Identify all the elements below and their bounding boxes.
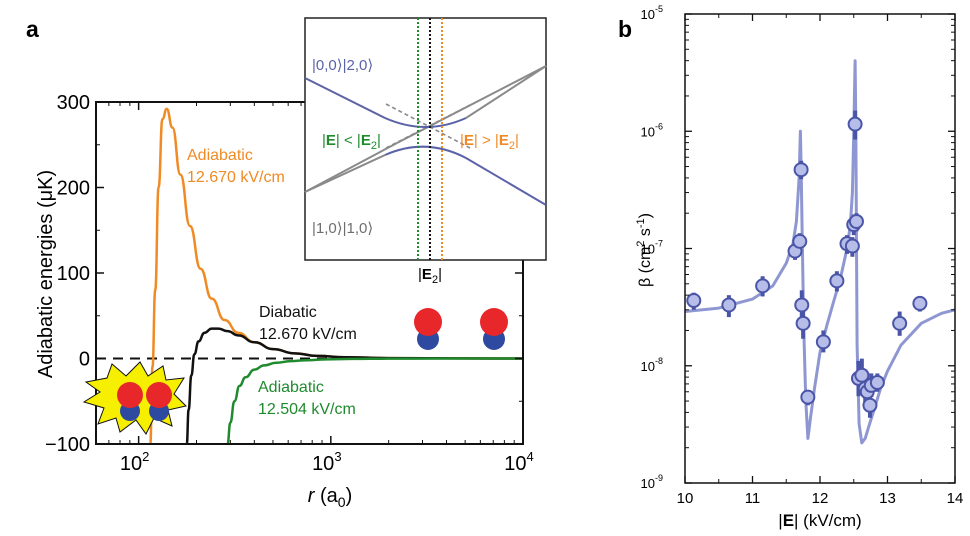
- data-point: [869, 374, 885, 390]
- x-tick-label: 10: [677, 490, 694, 507]
- y-tick-label: 300: [57, 92, 90, 114]
- data-point: [815, 334, 831, 350]
- data-point: [755, 278, 771, 294]
- x-tick-label: 103: [312, 449, 341, 475]
- molecule-pair-icon: [480, 308, 508, 350]
- data-point: [847, 116, 863, 132]
- y-tick-label: 200: [57, 178, 90, 200]
- data-point: [854, 367, 870, 383]
- series-line-2: [226, 357, 523, 444]
- inset-bottom-state-label: |1,0⟩|1,0⟩: [312, 220, 373, 237]
- data-point: [721, 297, 737, 313]
- panel-b-chart: 10 11 12 13 14 10-5 10-6 10-7 10-8 10-9: [641, 4, 964, 507]
- inset-gray-line: [304, 154, 386, 193]
- diabatic-label-line2: 12.670 kV/cm: [259, 326, 357, 343]
- panel-b-x-axis-label: |E| (kV/cm): [778, 511, 861, 530]
- inset-left-condition: |E| < |E2|: [322, 132, 381, 152]
- panel-a-x-axis-label: r (a0): [308, 485, 352, 510]
- diabatic-label-line1: Diabatic: [259, 304, 317, 321]
- inset-right-condition: |E| > |E2|: [460, 132, 519, 152]
- adiabatic-low-label-line1: Adiabatic: [258, 379, 324, 396]
- adiabatic-low-label-line2: 12.504 kV/cm: [258, 401, 356, 418]
- panel-b-y-axis-label: β (cm2 s-1): [635, 213, 654, 287]
- data-point: [848, 213, 864, 229]
- inset-gray-line: [465, 65, 547, 119]
- inset-frame: [304, 17, 547, 261]
- inset-dashed-diabatic: [385, 104, 471, 149]
- y-tick-label: −100: [45, 434, 90, 456]
- data-point: [844, 238, 860, 254]
- panel-a-y-axis-label: Adiabatic energies (μK): [35, 170, 57, 378]
- inset-dashed-diabatic: [385, 103, 471, 149]
- y-tick-label: 100: [57, 263, 90, 285]
- data-point: [793, 162, 809, 178]
- inset-gray-line: [396, 65, 547, 144]
- data-point: [800, 389, 816, 405]
- y-tick-label: 10-9: [641, 473, 663, 491]
- data-point: [829, 273, 845, 289]
- adiabatic-high-label-line1: Adiabatic: [187, 147, 253, 164]
- data-point: [795, 315, 811, 331]
- panel-b-plot-frame: [684, 13, 956, 484]
- adiabatic-high-label-line2: 12.670 kV/cm: [187, 169, 285, 186]
- inset-upper-adiabat: [304, 77, 467, 128]
- panel-a-label: a: [26, 16, 39, 42]
- inset-level-diagram: |0,0⟩|2,0⟩ |1,0⟩|1,0⟩ |E| < |E2| |E| > |…: [304, 17, 547, 286]
- inset-top-state-label: |0,0⟩|2,0⟩: [312, 57, 373, 74]
- panel-b-label: b: [618, 16, 632, 42]
- molecule-pair-icon: [414, 308, 442, 350]
- y-tick-label: 10-7: [641, 239, 663, 257]
- y-tick-label: 0: [79, 349, 90, 371]
- data-point: [862, 397, 878, 413]
- x-tick-label: 13: [879, 490, 896, 507]
- collision-burst-icon: [82, 361, 187, 435]
- data-point: [912, 295, 928, 311]
- x-tick-label: 104: [504, 449, 533, 475]
- x-tick-label: 102: [120, 449, 149, 475]
- series-line-1: [185, 327, 523, 444]
- x-tick-label: 14: [947, 490, 964, 507]
- y-tick-label: 10-6: [641, 121, 663, 139]
- data-point: [892, 315, 908, 331]
- data-point: [794, 297, 810, 313]
- inset-axis-label: |E2|: [418, 266, 442, 286]
- data-point: [686, 293, 702, 309]
- y-tick-label: 10-5: [641, 4, 663, 22]
- x-tick-label: 12: [812, 490, 829, 507]
- fit-curve: [685, 59, 955, 445]
- x-tick-label: 11: [745, 490, 761, 507]
- y-tick-label: 10-8: [641, 356, 663, 374]
- data-point: [792, 233, 808, 249]
